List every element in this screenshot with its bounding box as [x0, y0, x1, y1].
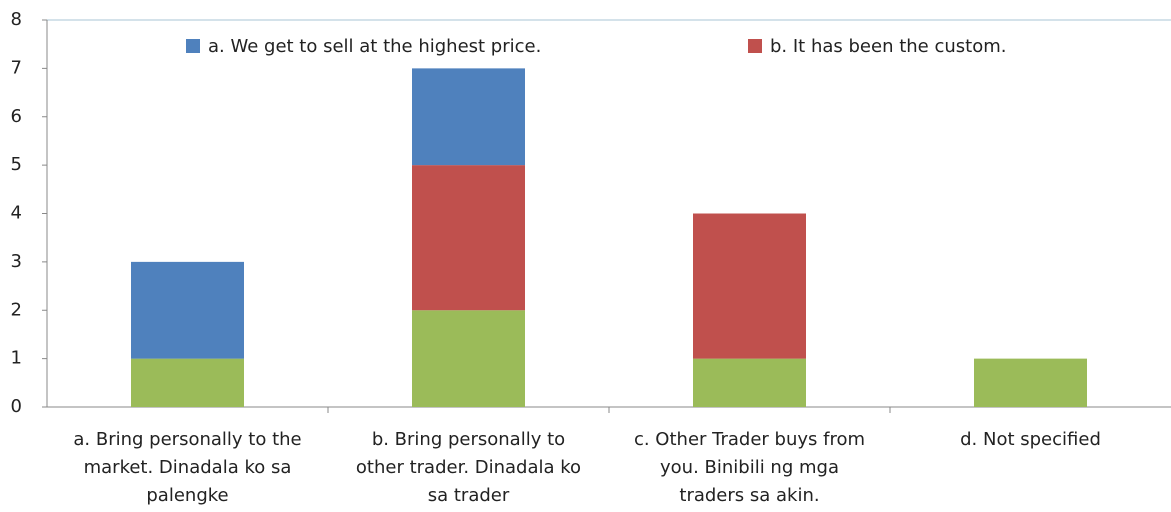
bar-segment — [131, 261, 244, 359]
y-tick-label: 2 — [11, 299, 22, 320]
y-tick-label: 8 — [11, 9, 22, 30]
x-tick-label: d. Not specified — [960, 429, 1101, 450]
x-tick-label: c. Other Trader buys from you. Binibili … — [633, 429, 866, 506]
bar-segment — [974, 358, 1087, 407]
y-tick-label: 6 — [11, 106, 22, 127]
legend-swatch — [748, 39, 762, 53]
bar-segment — [412, 68, 525, 166]
legend-label: a. We get to sell at the highest price. — [208, 36, 541, 57]
legend-swatch — [186, 39, 200, 53]
y-tick-label: 4 — [11, 203, 22, 224]
y-tick-label: 1 — [11, 348, 22, 369]
bar-segment — [412, 165, 525, 311]
x-tick-label: a. Bring personally to the market. Dinad… — [73, 429, 302, 506]
bar-segment — [693, 358, 806, 407]
y-tick-label: 5 — [11, 154, 22, 175]
y-tick-label: 0 — [11, 396, 22, 417]
legend-label: b. It has been the custom. — [770, 36, 1006, 57]
y-tick-label: 3 — [11, 251, 22, 272]
bar-segment — [693, 213, 806, 359]
bar-segment — [412, 310, 525, 407]
bar-segment — [131, 358, 244, 407]
x-tick-label: b. Bring personally to other trader. Din… — [355, 429, 582, 506]
y-tick-label: 7 — [11, 57, 22, 78]
